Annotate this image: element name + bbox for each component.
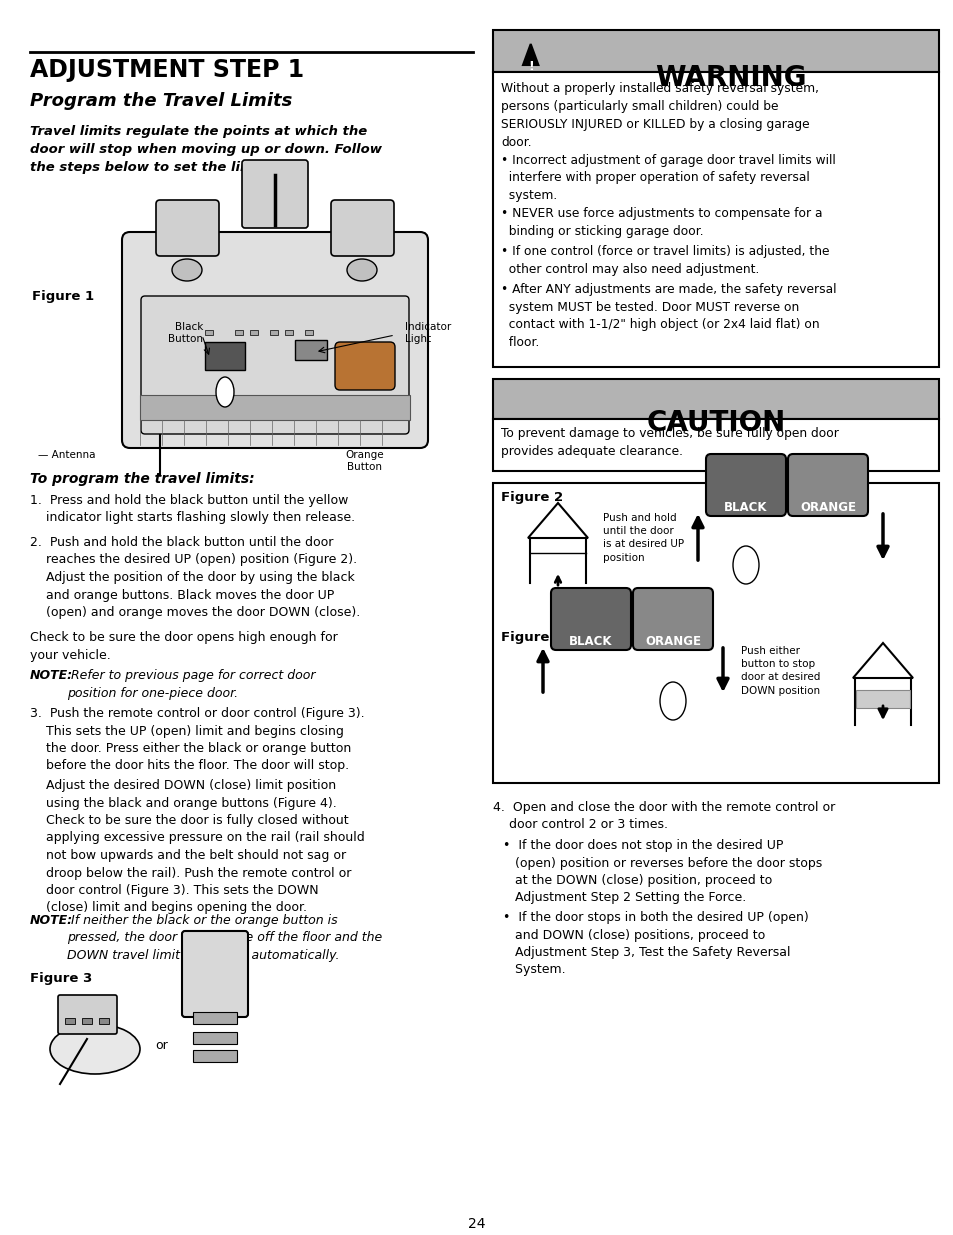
Bar [493,72,938,367]
Bar [82,1018,91,1024]
FancyBboxPatch shape [122,232,428,448]
Text: Check to be sure the door opens high enough for
your vehicle.: Check to be sure the door opens high eno… [30,631,337,662]
Text: • After ANY adjustments are made, the safety reversal
  system MUST be tested. D: • After ANY adjustments are made, the sa… [500,283,836,348]
Bar [205,342,245,370]
Bar [193,1011,236,1024]
Text: Figure 3: Figure 3 [30,972,92,986]
Text: Black
Button: Black Button [168,322,203,343]
Text: Orange
Button: Orange Button [345,450,384,472]
FancyBboxPatch shape [156,200,219,256]
Text: • NEVER use force adjustments to compensate for a
  binding or sticking garage d: • NEVER use force adjustments to compens… [500,207,821,237]
Bar [234,330,243,335]
Bar [270,330,277,335]
FancyBboxPatch shape [242,161,308,228]
Text: Without a properly installed safety reversal system,
persons (particularly small: Without a properly installed safety reve… [500,82,818,149]
Bar [294,340,327,359]
FancyBboxPatch shape [787,454,867,516]
Text: Program the Travel Limits: Program the Travel Limits [30,91,292,110]
FancyBboxPatch shape [633,588,712,650]
FancyBboxPatch shape [335,342,395,390]
Ellipse shape [347,259,376,282]
Text: ORANGE: ORANGE [644,635,700,648]
Text: CAUTION: CAUTION [646,409,785,437]
Text: Push and hold
until the door
is at desired UP
position: Push and hold until the door is at desir… [602,513,683,563]
FancyBboxPatch shape [182,931,248,1016]
Text: !: ! [527,61,533,73]
Polygon shape [527,503,587,538]
Text: WARNING: WARNING [655,64,806,91]
Text: 24: 24 [468,1216,485,1231]
Bar [140,395,410,420]
Ellipse shape [659,682,685,720]
Bar [493,419,938,471]
Bar [193,1050,236,1062]
Text: ADJUSTMENT STEP 1: ADJUSTMENT STEP 1 [30,58,304,82]
Bar [285,330,293,335]
Ellipse shape [50,1024,140,1074]
FancyBboxPatch shape [551,588,630,650]
Text: ORANGE: ORANGE [800,501,855,514]
Ellipse shape [732,546,759,584]
Text: Figure 2: Figure 2 [500,492,562,504]
Text: NOTE:: NOTE: [30,669,73,682]
Bar [205,330,213,335]
Text: • Incorrect adjustment of garage door travel limits will
  interfere with proper: • Incorrect adjustment of garage door tr… [500,154,835,203]
Text: Travel limits regulate the points at which the
door will stop when moving up or : Travel limits regulate the points at whi… [30,125,381,174]
Text: If neither the black or the orange button is
pressed, the door will reverse off : If neither the black or the orange butto… [67,914,382,962]
Text: To program the travel limits:: To program the travel limits: [30,472,254,487]
Text: Push either
button to stop
door at desired
DOWN position: Push either button to stop door at desir… [740,646,820,695]
Bar [305,330,313,335]
Text: — Antenna: — Antenna [38,450,95,459]
Bar [855,690,909,708]
Polygon shape [522,44,537,65]
Text: 4.  Open and close the door with the remote control or
    door control 2 or 3 t: 4. Open and close the door with the remo… [493,802,835,831]
Text: Figure 4: Figure 4 [500,631,562,643]
Text: • If one control (force or travel limits) is adjusted, the
  other control may a: • If one control (force or travel limits… [500,245,828,275]
Ellipse shape [215,377,233,408]
Text: 2.  Push and hold the black button until the door
    reaches the desired UP (op: 2. Push and hold the black button until … [30,536,360,619]
Bar [65,1018,75,1024]
Text: Figure 1: Figure 1 [32,290,94,303]
FancyBboxPatch shape [331,200,394,256]
FancyBboxPatch shape [58,995,117,1034]
Text: BLACK: BLACK [569,635,612,648]
Text: Refer to previous page for correct door
position for one-piece door.: Refer to previous page for correct door … [67,669,315,699]
Polygon shape [852,643,912,678]
Text: Indicator
Light: Indicator Light [405,322,451,343]
FancyBboxPatch shape [141,296,409,433]
Text: BLACK: BLACK [723,501,767,514]
Text: 3.  Push the remote control or door control (Figure 3).
    This sets the UP (op: 3. Push the remote control or door contr… [30,706,364,773]
Text: •  If the door does not stop in the desired UP
   (open) position or reverses be: • If the door does not stop in the desir… [502,839,821,904]
FancyBboxPatch shape [705,454,785,516]
Bar [99,1018,109,1024]
Text: Adjust the desired DOWN (close) limit position
    using the black and orange bu: Adjust the desired DOWN (close) limit po… [30,779,364,914]
Bar [193,1032,236,1044]
Text: 1.  Press and hold the black button until the yellow
    indicator light starts : 1. Press and hold the black button until… [30,494,355,525]
Bar [493,483,938,783]
Ellipse shape [172,259,202,282]
Text: NOTE:: NOTE: [30,914,73,927]
Text: •  If the door stops in both the desired UP (open)
   and DOWN (close) positions: • If the door stops in both the desired … [502,911,808,977]
Text: or: or [154,1039,168,1052]
Bar [250,330,257,335]
Text: To prevent damage to vehicles, be sure fully open door
provides adequate clearan: To prevent damage to vehicles, be sure f… [500,427,838,458]
Bar [493,379,938,419]
Bar [493,30,938,72]
